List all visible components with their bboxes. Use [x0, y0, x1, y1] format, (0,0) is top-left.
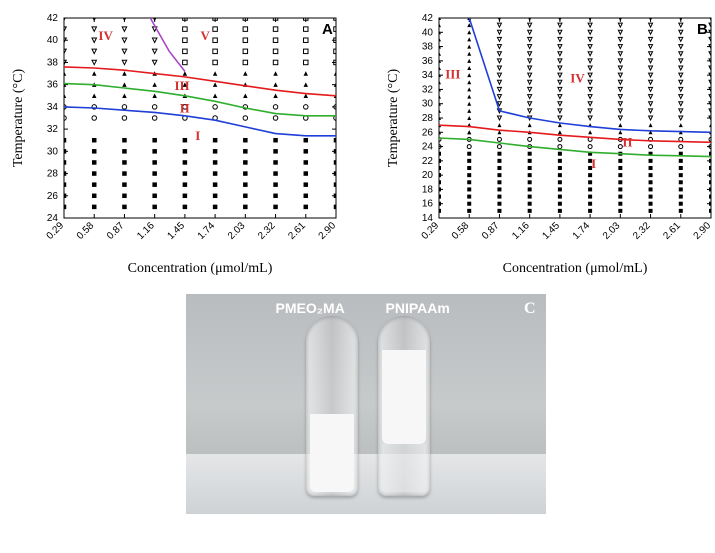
svg-text:Concentration (μmol/mL): Concentration (μmol/mL): [503, 261, 648, 276]
svg-text:2.32: 2.32: [631, 220, 653, 242]
svg-text:III: III: [174, 78, 189, 93]
svg-text:28: 28: [422, 113, 434, 124]
svg-text:40: 40: [422, 27, 434, 38]
tube-label-right: PNIPAAm: [386, 300, 450, 316]
svg-text:II: II: [180, 100, 190, 115]
svg-text:2.90: 2.90: [317, 220, 339, 242]
svg-text:1.74: 1.74: [571, 220, 593, 242]
svg-text:32: 32: [422, 84, 434, 95]
svg-text:40: 40: [47, 35, 59, 46]
svg-text:22: 22: [422, 156, 434, 167]
tube-label-left: PMEO₂MA: [276, 300, 345, 316]
phase-diagram-panel-b: 1416182022242628303234363840420.290.580.…: [383, 8, 715, 278]
svg-text:2.61: 2.61: [286, 220, 308, 242]
svg-text:IV: IV: [98, 28, 113, 43]
svg-text:36: 36: [47, 80, 59, 91]
svg-text:0.87: 0.87: [480, 220, 502, 242]
svg-text:1.16: 1.16: [510, 220, 532, 242]
phase-diagram-panel-a: 242628303234363840420.290.580.871.161.45…: [8, 8, 348, 278]
svg-text:36: 36: [422, 56, 434, 67]
svg-text:38: 38: [422, 42, 434, 53]
svg-text:1.16: 1.16: [135, 220, 157, 242]
svg-text:0.87: 0.87: [105, 220, 127, 242]
svg-text:2.90: 2.90: [692, 220, 714, 242]
tube-pmeo2ma-fill: [310, 414, 354, 492]
tube-photo-panel-c: PMEO₂MA PNIPAAm C: [186, 294, 546, 514]
photo-table-surface: [186, 454, 546, 514]
svg-text:Temperature (°C): Temperature (°C): [386, 69, 401, 168]
svg-text:IV: IV: [570, 70, 585, 85]
svg-text:16: 16: [422, 199, 434, 210]
svg-text:30: 30: [47, 146, 59, 157]
svg-text:42: 42: [47, 13, 59, 24]
svg-text:38: 38: [47, 57, 59, 68]
svg-text:0.58: 0.58: [75, 220, 97, 242]
tube-pnipaam: [378, 316, 430, 496]
svg-text:20: 20: [422, 170, 434, 181]
svg-text:2.03: 2.03: [226, 220, 248, 242]
svg-text:III: III: [445, 67, 460, 82]
svg-text:Concentration (μmol/mL): Concentration (μmol/mL): [128, 261, 273, 276]
svg-text:1.74: 1.74: [196, 220, 218, 242]
svg-text:34: 34: [47, 102, 59, 113]
svg-text:1.45: 1.45: [165, 220, 187, 242]
tube-pmeo2ma: [306, 316, 358, 496]
svg-text:V: V: [201, 28, 211, 43]
svg-text:2.32: 2.32: [256, 220, 278, 242]
svg-text:A: A: [322, 21, 333, 38]
tube-pnipaam-fill-clear: [382, 444, 426, 492]
svg-text:I: I: [195, 128, 200, 143]
svg-text:42: 42: [422, 13, 434, 24]
svg-text:34: 34: [422, 70, 434, 81]
svg-text:26: 26: [422, 127, 434, 138]
svg-text:2.03: 2.03: [601, 220, 623, 242]
svg-text:24: 24: [422, 142, 434, 153]
panel-letter-c: C: [524, 300, 536, 318]
svg-text:1.45: 1.45: [540, 220, 562, 242]
svg-text:Temperature (°C): Temperature (°C): [11, 69, 26, 168]
svg-text:28: 28: [47, 169, 59, 180]
svg-text:26: 26: [47, 191, 59, 202]
svg-text:18: 18: [422, 184, 434, 195]
svg-text:2.61: 2.61: [661, 220, 683, 242]
svg-text:0.58: 0.58: [450, 220, 472, 242]
tube-pnipaam-fill-white: [382, 350, 426, 444]
svg-text:32: 32: [47, 124, 59, 135]
svg-text:II: II: [622, 135, 632, 150]
svg-text:B: B: [697, 21, 708, 38]
svg-text:30: 30: [422, 99, 434, 110]
svg-text:I: I: [591, 156, 596, 171]
